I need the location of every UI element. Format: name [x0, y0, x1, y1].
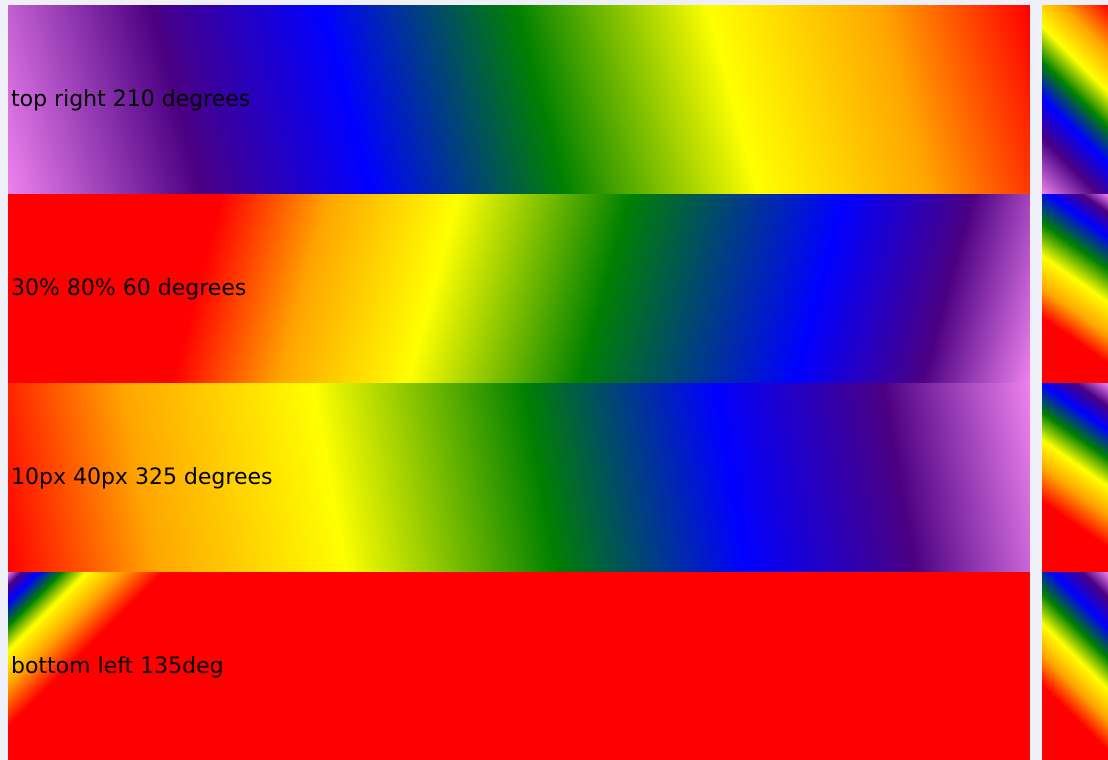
gradient-band-30-80-60: 30% 80% 60 degrees	[8, 194, 1030, 383]
gradient-band-top-right-210: top right 210 degrees	[8, 5, 1030, 194]
band-label: bottom left 135deg	[11, 654, 224, 679]
gradient-band-bottom-left-135: bottom left 135deg	[8, 572, 1030, 760]
gradient-column-side	[1042, 5, 1108, 760]
band-label: 30% 80% 60 degrees	[11, 276, 247, 301]
gradient-column-main: top right 210 degrees 30% 80% 60 degrees…	[8, 5, 1030, 760]
band-label: top right 210 degrees	[11, 87, 251, 112]
side-gradient-swatch	[1042, 5, 1108, 194]
side-gradient-swatch	[1042, 572, 1108, 760]
band-label: 10px 40px 325 degrees	[11, 465, 273, 490]
side-gradient-swatch	[1042, 194, 1108, 383]
side-gradient-swatch	[1042, 383, 1108, 572]
gradient-band-10px-40px-325: 10px 40px 325 degrees	[8, 383, 1030, 572]
